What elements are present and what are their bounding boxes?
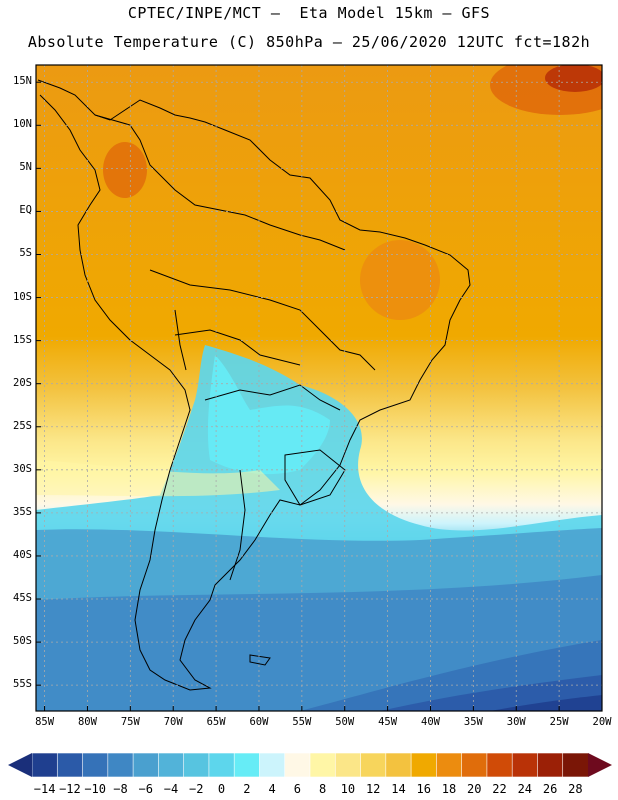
interior-border-north [94, 114, 346, 251]
map-title-line-1: CPTEC/INPE/MCT – Eta Model 15km – GFS [127, 4, 491, 22]
map-frame [35, 64, 603, 712]
axis-ticks [36, 81, 603, 711]
colorbar-label: 10 [340, 782, 356, 796]
lon-label: 30W [506, 716, 526, 728]
lat-label: 50S [13, 635, 32, 648]
colorbar-label: 22 [492, 782, 507, 796]
colorbar-label: 18 [441, 782, 457, 796]
lon-label: 40W [421, 716, 440, 728]
lat-label: 45S [13, 592, 32, 605]
lon-label: 45W [378, 716, 398, 728]
lat-label: 55S [13, 678, 32, 691]
lat-label: 10S [13, 290, 32, 303]
colorbar-label: −8 [113, 782, 128, 796]
interior-border-central [149, 269, 376, 371]
coastline [37, 79, 471, 691]
map-title-line-2: Absolute Temperature (C) 850hPa – 25/06/… [27, 33, 591, 51]
lon-label: 85W [35, 716, 55, 728]
lon-label: 80W [77, 716, 97, 728]
colorbar-label: 6 [293, 782, 301, 796]
colorbar-label: −6 [138, 782, 153, 796]
colorbar-label: 26 [542, 782, 558, 796]
colorbar-label: 28 [568, 782, 583, 796]
lat-label: 25S [13, 419, 32, 432]
colorbar-label: −10 [84, 782, 107, 796]
lat-label: 5N [19, 161, 32, 174]
colorbar-label: 8 [319, 782, 327, 796]
lat-label: EQ [19, 204, 32, 217]
lat-label: 10N [13, 118, 32, 131]
lat-label: 20S [13, 376, 32, 389]
colorbar-label: 12 [365, 782, 381, 796]
warm-anomaly-brazil [360, 240, 440, 320]
lon-label: 65W [206, 716, 226, 728]
colorbar-label: 0 [217, 782, 226, 796]
lat-label: 15S [13, 333, 32, 346]
colorbar-label: −12 [59, 782, 81, 796]
warm-anomaly-venezuela [103, 142, 147, 198]
colorbar-label: 2 [243, 782, 251, 796]
colorbar-label: −2 [189, 782, 204, 796]
colorbar-label: −14 [33, 782, 56, 796]
lon-label: 50W [335, 716, 355, 728]
falkland-islands [249, 654, 271, 666]
lon-label: 25W [549, 716, 569, 728]
lat-label: 5S [19, 247, 32, 260]
lon-label: 70W [163, 716, 183, 728]
colorbar-label: 16 [416, 782, 431, 796]
lat-label: 30S [13, 462, 32, 475]
lon-label: 55W [292, 716, 312, 728]
colorbar-label: 24 [517, 782, 533, 796]
lat-lon-grid [36, 65, 603, 711]
lon-label: 60W [249, 716, 269, 728]
lon-label: 75W [120, 716, 140, 728]
lat-label: 35S [13, 505, 32, 518]
uruguay-border [284, 449, 346, 506]
lon-label: 35W [463, 716, 483, 728]
lat-label: 15N [13, 75, 32, 88]
colorbar-label: 4 [268, 782, 276, 796]
colorbar-label: 14 [391, 782, 406, 796]
temperature-field [36, 65, 602, 711]
colorbar-label: −4 [163, 782, 179, 796]
lon-label: 20W [592, 716, 612, 728]
colorbar-label: 20 [467, 782, 482, 796]
lat-label: 40S [13, 548, 32, 561]
